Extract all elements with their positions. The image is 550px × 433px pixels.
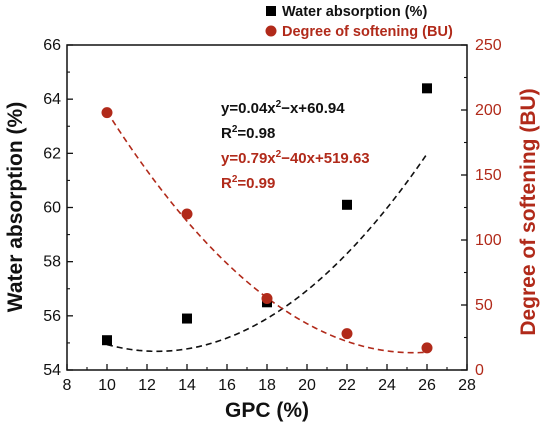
x-tick-label: 24 — [378, 377, 396, 394]
x-axis-title: GPC (%) — [225, 399, 309, 422]
fit-equations: y=0.04x2−x+60.94 R2=0.98 y=0.79x2−40x+51… — [221, 99, 370, 192]
point-degree-of-softening — [341, 328, 353, 340]
legend-marker-degree-of-softening — [265, 25, 277, 37]
point-degree-of-softening — [101, 107, 113, 119]
point-water-absorption — [182, 313, 192, 324]
point-degree-of-softening — [181, 208, 193, 220]
x-tick-label: 10 — [98, 377, 116, 394]
fit-curve-degree-of-softening — [106, 111, 428, 354]
point-water-absorption — [342, 199, 352, 210]
x-tick-label: 20 — [298, 377, 316, 394]
right-tick-label: 150 — [475, 167, 502, 184]
right-tick-label: 100 — [475, 232, 502, 249]
x-tick-label: 16 — [218, 377, 236, 394]
x-tick-label: 28 — [458, 377, 476, 394]
equation-degree-of-softening: y=0.79x2−40x+519.63 — [221, 149, 370, 167]
legend-marker-water-absorption — [266, 6, 276, 16]
point-water-absorption — [422, 83, 432, 94]
right-tick-label: 0 — [475, 362, 484, 379]
plot-frame — [66, 44, 468, 371]
left-tick-label: 66 — [43, 37, 61, 54]
left-tick-label: 64 — [43, 91, 61, 108]
x-axis-ticks: 8 10 12 14 16 18 20 22 24 26 28 — [63, 364, 476, 394]
left-axis-title: Water absorption (%) — [4, 102, 27, 312]
left-tick-label: 56 — [43, 308, 61, 325]
point-degree-of-softening — [261, 293, 273, 304]
right-tick-label: 50 — [475, 297, 493, 314]
fit-curve-water-absorption — [106, 153, 428, 353]
x-tick-label: 8 — [63, 377, 72, 394]
fit-curves — [106, 111, 428, 354]
right-axis-ticks: 0 50 100 150 200 250 — [461, 37, 502, 379]
x-tick-label: 18 — [258, 377, 276, 394]
legend: Water absorption (%) Degree of softening… — [265, 4, 453, 40]
right-tick-label: 200 — [475, 102, 502, 119]
left-tick-label: 58 — [43, 254, 61, 271]
x-tick-label: 14 — [178, 377, 196, 394]
x-tick-label: 26 — [418, 377, 436, 394]
left-tick-label: 60 — [43, 200, 61, 217]
right-axis-title: Degree of softening (BU) — [517, 88, 540, 335]
point-water-absorption — [102, 335, 112, 346]
r-squared-degree-of-softening: R2=0.99 — [221, 174, 275, 192]
equation-water-absorption: y=0.04x2−x+60.94 — [221, 99, 345, 117]
legend-label-degree-of-softening: Degree of softening (BU) — [282, 24, 453, 40]
r-squared-water-absorption: R2=0.98 — [221, 124, 275, 142]
point-degree-of-softening — [421, 342, 433, 354]
left-axis-ticks: 54 56 58 60 62 64 66 — [43, 37, 73, 379]
left-tick-label: 54 — [43, 362, 61, 379]
legend-label-water-absorption: Water absorption (%) — [282, 4, 427, 20]
x-tick-label: 22 — [338, 377, 356, 394]
left-tick-label: 62 — [43, 145, 61, 162]
data-markers — [101, 83, 433, 354]
right-tick-label: 250 — [475, 37, 502, 54]
x-tick-label: 12 — [138, 377, 156, 394]
